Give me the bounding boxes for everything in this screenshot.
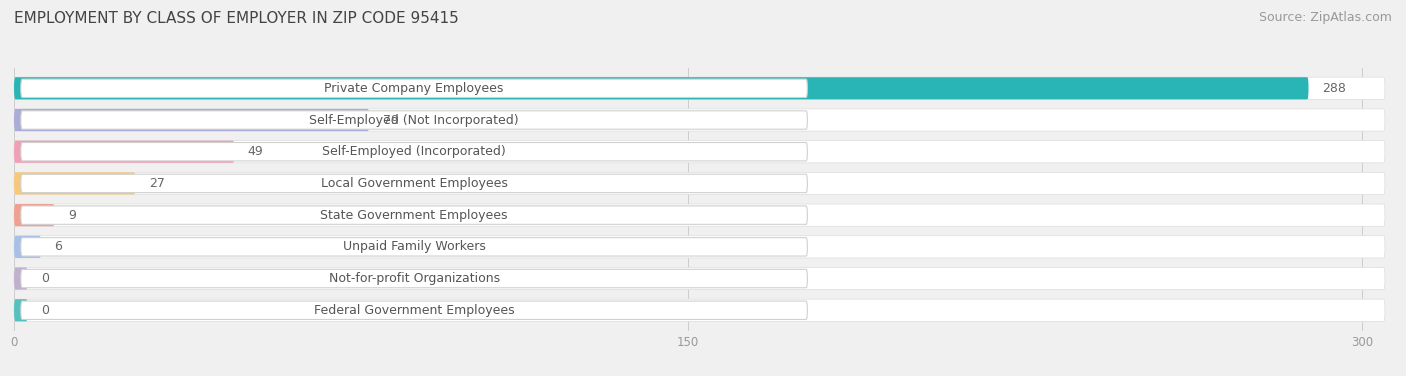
Text: Source: ZipAtlas.com: Source: ZipAtlas.com [1258,11,1392,24]
FancyBboxPatch shape [21,238,807,256]
Text: Self-Employed (Not Incorporated): Self-Employed (Not Incorporated) [309,114,519,126]
Text: State Government Employees: State Government Employees [321,209,508,221]
FancyBboxPatch shape [14,172,135,194]
Text: Private Company Employees: Private Company Employees [325,82,503,95]
FancyBboxPatch shape [14,109,370,131]
FancyBboxPatch shape [21,79,807,97]
FancyBboxPatch shape [21,174,807,193]
FancyBboxPatch shape [21,143,807,161]
FancyBboxPatch shape [14,204,1385,226]
Text: 0: 0 [41,304,49,317]
FancyBboxPatch shape [14,141,1385,163]
Text: 0: 0 [41,272,49,285]
FancyBboxPatch shape [14,236,41,258]
FancyBboxPatch shape [21,206,807,224]
Text: Local Government Employees: Local Government Employees [321,177,508,190]
Text: 9: 9 [67,209,76,221]
FancyBboxPatch shape [14,77,1309,99]
FancyBboxPatch shape [21,301,807,320]
FancyBboxPatch shape [14,172,1385,194]
Text: EMPLOYMENT BY CLASS OF EMPLOYER IN ZIP CODE 95415: EMPLOYMENT BY CLASS OF EMPLOYER IN ZIP C… [14,11,458,26]
FancyBboxPatch shape [14,204,55,226]
Text: Federal Government Employees: Federal Government Employees [314,304,515,317]
FancyBboxPatch shape [14,109,1385,131]
Text: Unpaid Family Workers: Unpaid Family Workers [343,240,485,253]
FancyBboxPatch shape [14,299,28,321]
Text: Self-Employed (Incorporated): Self-Employed (Incorporated) [322,145,506,158]
Text: 27: 27 [149,177,165,190]
Text: 49: 49 [247,145,263,158]
FancyBboxPatch shape [14,77,1385,99]
FancyBboxPatch shape [21,111,807,129]
FancyBboxPatch shape [14,267,28,290]
Text: 79: 79 [382,114,398,126]
FancyBboxPatch shape [21,269,807,288]
Text: 6: 6 [55,240,62,253]
FancyBboxPatch shape [14,141,235,163]
Text: 288: 288 [1322,82,1346,95]
Text: Not-for-profit Organizations: Not-for-profit Organizations [329,272,499,285]
FancyBboxPatch shape [14,236,1385,258]
FancyBboxPatch shape [14,299,1385,321]
FancyBboxPatch shape [14,267,1385,290]
